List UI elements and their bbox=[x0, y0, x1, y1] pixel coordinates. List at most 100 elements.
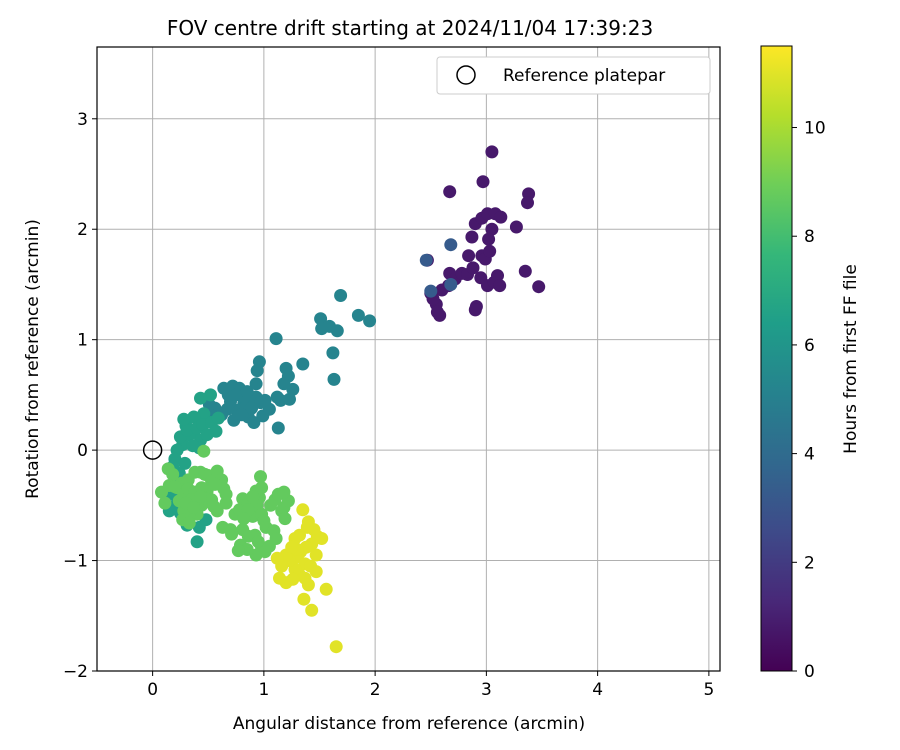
colorbar-tick-label: 2 bbox=[804, 553, 815, 573]
data-point bbox=[270, 390, 284, 404]
data-point bbox=[305, 603, 319, 617]
data-point bbox=[491, 269, 504, 283]
data-point bbox=[229, 388, 243, 402]
data-point bbox=[187, 410, 201, 424]
y-tick-label: 0 bbox=[77, 441, 88, 461]
colorbar: 0 2 4 6 8 10 Hours from first FF file bbox=[760, 45, 861, 682]
data-point bbox=[444, 238, 458, 252]
x-tick-label: 5 bbox=[703, 680, 714, 700]
data-point bbox=[190, 535, 204, 549]
data-point bbox=[269, 532, 283, 545]
x-axis-ticks: 0 1 2 3 4 5 bbox=[147, 671, 714, 700]
legend-marker bbox=[456, 65, 476, 85]
data-point bbox=[194, 391, 207, 405]
data-point bbox=[220, 402, 234, 416]
y-tick-label: −1 bbox=[63, 552, 88, 572]
data-point bbox=[466, 261, 480, 275]
y-axis-label: Rotation from reference (arcmin) bbox=[23, 219, 43, 499]
y-tick-label: 3 bbox=[77, 110, 88, 130]
data-point bbox=[285, 540, 299, 554]
data-point bbox=[246, 490, 260, 503]
data-point bbox=[207, 499, 221, 513]
data-point bbox=[296, 357, 310, 371]
data-point bbox=[296, 503, 310, 517]
data-point bbox=[197, 407, 211, 421]
data-point bbox=[231, 544, 245, 558]
data-point bbox=[158, 496, 172, 510]
data-point bbox=[271, 421, 285, 435]
data-point bbox=[200, 428, 214, 442]
data-point bbox=[465, 230, 479, 244]
data-point bbox=[297, 592, 311, 606]
data-points bbox=[155, 145, 546, 654]
data-point bbox=[476, 175, 490, 189]
data-point bbox=[269, 332, 283, 346]
y-tick-label: 1 bbox=[77, 331, 88, 351]
data-point bbox=[194, 490, 207, 503]
data-point bbox=[186, 439, 200, 453]
legend: Reference platepar bbox=[436, 56, 711, 95]
x-tick-label: 2 bbox=[370, 680, 381, 700]
data-point bbox=[240, 385, 254, 399]
data-point bbox=[277, 485, 291, 499]
data-point bbox=[197, 444, 211, 458]
reference-platepar-marker bbox=[142, 440, 163, 460]
data-point bbox=[327, 372, 341, 386]
data-point bbox=[278, 512, 292, 526]
data-point bbox=[309, 548, 323, 562]
data-point bbox=[430, 305, 444, 319]
data-point bbox=[237, 512, 251, 526]
colorbar-tick-label: 10 bbox=[804, 119, 826, 139]
data-point bbox=[168, 480, 182, 494]
data-point bbox=[315, 532, 329, 545]
x-axis-label: Angular distance from reference (arcmin) bbox=[233, 714, 585, 734]
data-point bbox=[166, 467, 180, 481]
data-point bbox=[178, 456, 192, 470]
colorbar-gradient bbox=[760, 45, 793, 672]
data-point bbox=[485, 222, 499, 236]
data-point bbox=[468, 303, 482, 317]
y-axis-ticks: −2 −1 0 1 2 3 bbox=[63, 110, 97, 682]
data-point bbox=[309, 565, 323, 579]
data-point bbox=[482, 232, 496, 246]
data-point bbox=[330, 324, 344, 338]
data-point bbox=[216, 520, 230, 534]
legend-entry-reference-platepar: Reference platepar bbox=[503, 66, 665, 86]
data-point bbox=[225, 527, 239, 541]
colorbar-label: Hours from first FF file bbox=[841, 264, 861, 454]
data-point bbox=[301, 578, 315, 592]
data-point bbox=[419, 253, 433, 267]
plot-area-frame bbox=[96, 46, 721, 672]
data-point bbox=[187, 501, 201, 514]
x-tick-label: 0 bbox=[147, 680, 158, 700]
data-point bbox=[493, 279, 507, 293]
colorbar-ticks: 0 2 4 6 8 10 bbox=[792, 119, 826, 682]
data-point bbox=[518, 264, 532, 278]
data-point bbox=[270, 551, 284, 565]
data-point bbox=[277, 377, 291, 391]
data-point bbox=[532, 280, 546, 294]
data-point bbox=[180, 423, 194, 437]
data-point bbox=[319, 582, 333, 596]
data-point bbox=[177, 412, 191, 426]
data-point bbox=[314, 312, 328, 326]
data-point bbox=[208, 477, 222, 491]
data-point bbox=[483, 244, 497, 258]
colorbar-tick-label: 0 bbox=[804, 662, 815, 682]
data-point bbox=[424, 284, 438, 298]
data-point bbox=[363, 314, 377, 328]
data-point bbox=[485, 145, 499, 159]
data-point bbox=[329, 640, 343, 654]
data-point bbox=[258, 393, 272, 407]
data-point bbox=[494, 210, 508, 224]
data-point bbox=[252, 355, 266, 369]
data-point bbox=[182, 516, 196, 530]
data-point bbox=[326, 346, 340, 360]
data-point bbox=[521, 196, 534, 210]
data-point bbox=[235, 408, 249, 422]
data-point bbox=[249, 377, 263, 391]
x-tick-label: 4 bbox=[592, 680, 603, 700]
chart-title: FOV centre drift starting at 2024/11/04 … bbox=[167, 16, 653, 40]
data-point bbox=[273, 571, 286, 585]
x-tick-label: 1 bbox=[258, 680, 269, 700]
